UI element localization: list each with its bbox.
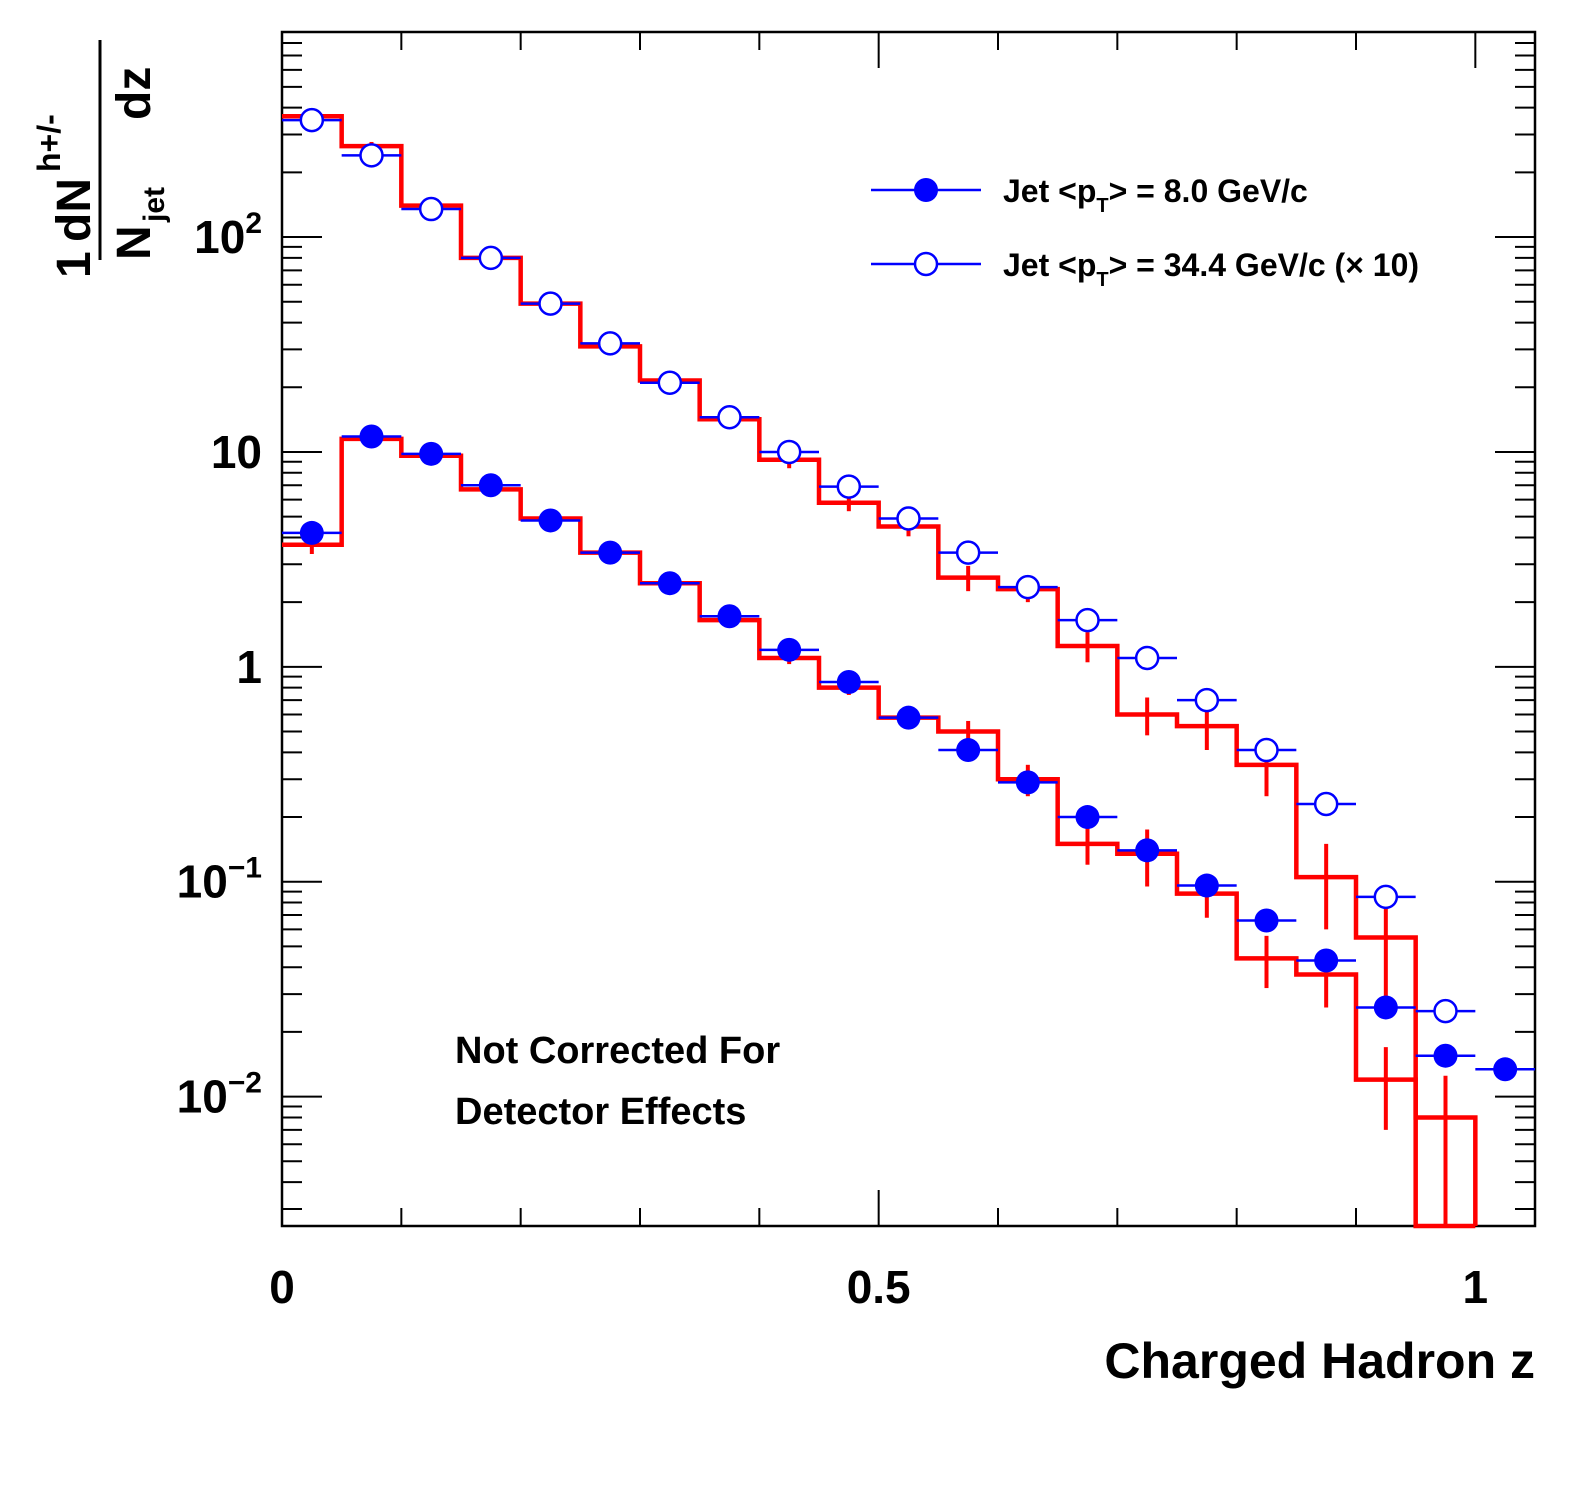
data-series	[282, 107, 1535, 1082]
data-point-open	[1015, 574, 1041, 600]
data-point-open	[418, 196, 444, 222]
data-point-open	[776, 439, 802, 465]
x-axis-title: Charged Hadron z	[1104, 1333, 1535, 1389]
data-point-filled	[478, 473, 503, 498]
legend-label-filled-post: > = 8.0 GeV/c	[1109, 173, 1308, 209]
data-point-filled	[1373, 995, 1398, 1020]
data-point-open	[597, 331, 623, 356]
x-tick-label: 0.5	[847, 1261, 911, 1313]
data-point-filled	[1433, 1043, 1458, 1068]
data-point-open	[1313, 791, 1339, 817]
data-point-open	[1194, 687, 1220, 713]
plot-frame	[280, 30, 1537, 1228]
y-title-dz: dz	[108, 67, 161, 120]
data-point-filled	[359, 424, 384, 449]
y-tick-label: 1	[236, 641, 262, 693]
legend-label-open-pre: Jet <p	[1003, 247, 1096, 283]
legend-label-filled: Jet <pT> = 8.0 GeV/c	[1003, 173, 1308, 217]
data-point-open	[657, 370, 683, 395]
y-tick-label-base: 1	[236, 641, 262, 693]
y-tick-label: 102	[194, 207, 262, 263]
data-point-filled	[657, 571, 682, 596]
y-tick-label-base: 10	[177, 856, 228, 908]
data-point-open	[1075, 607, 1100, 633]
data-point-filled	[1075, 805, 1100, 830]
data-point-open	[359, 143, 384, 168]
y-tick-label: 10−1	[177, 852, 262, 908]
x-tick-labels: 0 0.5 1	[269, 1261, 1488, 1313]
x-tick-label: 1	[1463, 1261, 1489, 1313]
y-tick-label-base: 10	[211, 426, 262, 478]
y-title-n: N	[108, 225, 161, 260]
data-point-filled	[1015, 770, 1040, 795]
y-tick-label-exponent: 2	[245, 207, 262, 240]
data-point-open	[478, 245, 504, 271]
data-point-filled	[538, 508, 563, 533]
legend-label-open-post: > = 34.4 GeV/c (× 10)	[1109, 247, 1419, 283]
legend-entry-open: Jet <pT> = 34.4 GeV/c (× 10)	[871, 247, 1419, 291]
legend-label-filled-sub: T	[1096, 195, 1108, 217]
data-point-open	[1373, 884, 1399, 910]
y-tick-label: 10	[211, 426, 262, 478]
data-point-filled	[598, 540, 623, 565]
y-tick-label: 10−2	[177, 1067, 262, 1123]
data-point-filled	[299, 520, 324, 545]
legend: Jet <pT> = 8.0 GeV/c Jet <pT> = 34.4 GeV…	[871, 173, 1419, 291]
data-point-filled	[1254, 908, 1279, 933]
data-point-filled	[717, 604, 742, 629]
data-point-open	[538, 291, 563, 316]
data-point-filled	[1194, 873, 1219, 898]
legend-label-filled-pre: Jet <p	[1003, 173, 1096, 209]
data-point-open	[1134, 645, 1160, 671]
data-point-filled	[1135, 838, 1160, 863]
data-point-filled	[956, 738, 981, 763]
y-tick-label-base: 10	[194, 211, 245, 263]
legend-label-open-sub: T	[1096, 269, 1108, 291]
y-tick-label-exponent: −2	[228, 1067, 262, 1100]
y-title-sup: h+/-	[31, 114, 67, 172]
data-point-filled	[419, 441, 444, 466]
y-title-jet-sub: jet	[138, 187, 171, 223]
data-point-open	[896, 506, 921, 531]
legend-marker-open	[913, 251, 939, 277]
legend-entry-filled: Jet <pT> = 8.0 GeV/c	[871, 173, 1308, 217]
annotation-line-1: Not Corrected For	[455, 1030, 780, 1072]
data-point-filled	[777, 637, 802, 662]
data-point-open	[1433, 998, 1458, 1024]
y-tick-label-exponent: −1	[228, 852, 262, 885]
data-point-filled	[1314, 948, 1339, 973]
annotation-line-2: Detector Effects	[455, 1091, 746, 1133]
y-title-one: 1	[48, 251, 101, 278]
y-tick-label-base: 10	[177, 1071, 228, 1123]
data-point-open	[1254, 737, 1279, 763]
data-point-open	[955, 540, 981, 565]
data-point-open	[836, 474, 862, 499]
legend-label-open: Jet <pT> = 34.4 GeV/c (× 10)	[1003, 247, 1419, 291]
data-point-open	[299, 107, 325, 133]
plot-border	[280, 30, 1537, 1228]
legend-marker-filled	[914, 178, 938, 202]
y-axis-title: 1 dN h+/- N jet dz	[31, 40, 171, 278]
data-point-filled	[836, 670, 861, 695]
data-point-filled	[1493, 1057, 1518, 1082]
axis-ticks	[281, 31, 1535, 1226]
x-tick-label: 0	[269, 1261, 295, 1313]
data-point-filled	[896, 705, 921, 730]
data-point-open	[717, 405, 742, 430]
y-title-dn: dN	[48, 178, 101, 242]
